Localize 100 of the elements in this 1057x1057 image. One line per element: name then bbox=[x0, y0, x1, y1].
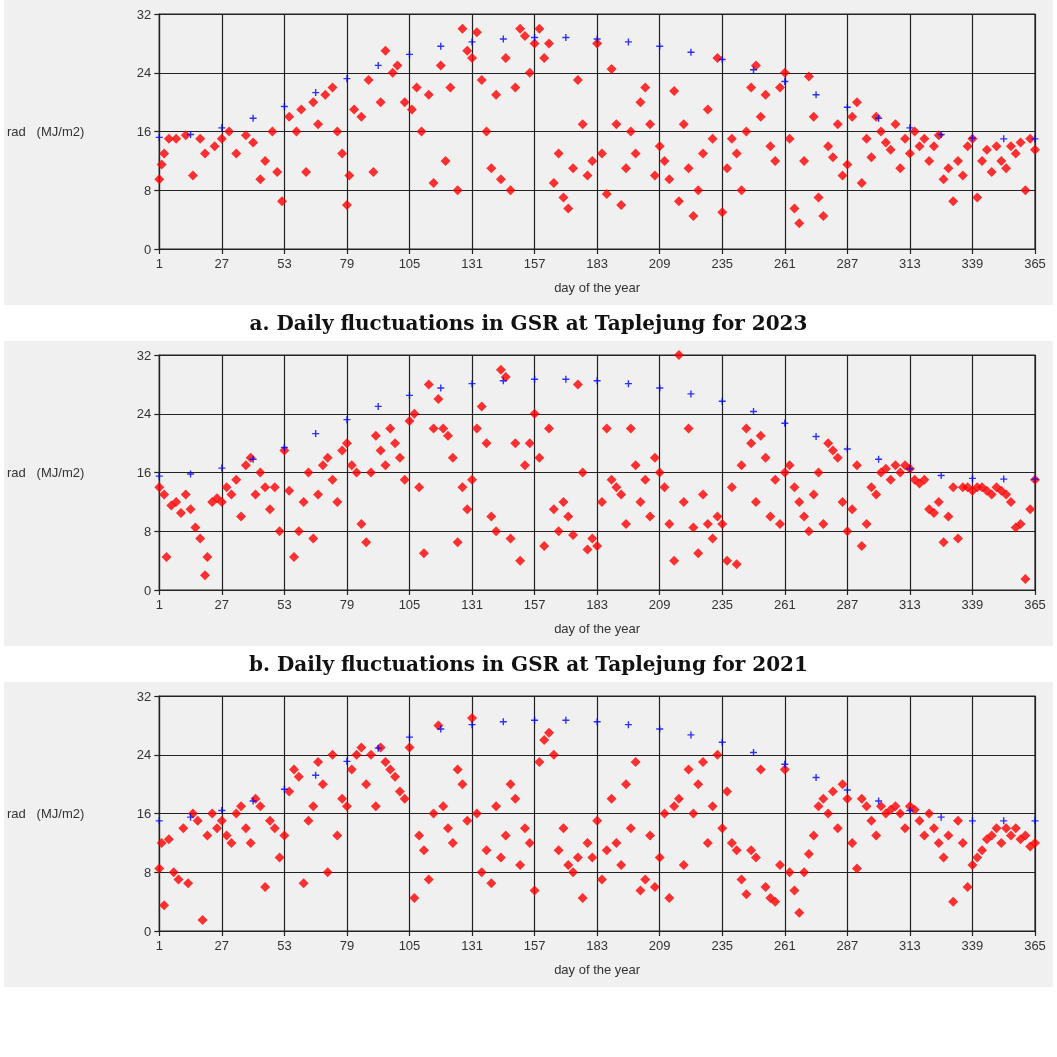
point bbox=[562, 716, 570, 724]
point bbox=[750, 66, 758, 74]
point bbox=[906, 807, 914, 815]
x-tick-label: 287 bbox=[836, 938, 859, 953]
x-tick-label: 365 bbox=[1024, 597, 1046, 612]
point bbox=[1000, 135, 1008, 143]
x-tick-label: 27 bbox=[214, 938, 230, 953]
x-tick-label: 235 bbox=[711, 938, 734, 953]
x-tick-label: 79 bbox=[339, 597, 355, 612]
x-axis-title: day of the year bbox=[554, 962, 641, 977]
point bbox=[1031, 135, 1039, 143]
x-tick-label: 313 bbox=[899, 597, 921, 612]
x-tick-label: 287 bbox=[836, 256, 859, 271]
y-tick-label: 24 bbox=[136, 406, 152, 422]
x-tick-label: 131 bbox=[461, 938, 483, 953]
x-tick-label: 53 bbox=[277, 597, 292, 612]
y-tick-label: 32 bbox=[136, 688, 152, 704]
point bbox=[405, 733, 413, 741]
point bbox=[624, 38, 632, 46]
x-tick-label: 27 bbox=[214, 256, 230, 271]
x-tick-label: 365 bbox=[1024, 938, 1046, 953]
x-tick-label: 105 bbox=[398, 597, 421, 612]
x-tick-label: 313 bbox=[899, 256, 921, 271]
point bbox=[843, 786, 851, 794]
y-tick-label: 0 bbox=[144, 582, 152, 598]
y-tick-label: 8 bbox=[144, 864, 152, 880]
point bbox=[249, 114, 257, 122]
x-tick-label: 79 bbox=[339, 938, 355, 953]
y-tick-label: 16 bbox=[136, 806, 152, 821]
point bbox=[937, 813, 945, 821]
x-tick-label: 261 bbox=[773, 597, 796, 612]
x-tick-label: 131 bbox=[461, 597, 483, 612]
x-tick-label: 157 bbox=[523, 256, 546, 271]
x-tick-label: 1 bbox=[155, 256, 163, 271]
point bbox=[906, 124, 914, 132]
point bbox=[249, 797, 257, 805]
point bbox=[1031, 817, 1039, 825]
x-tick-label: 261 bbox=[773, 938, 796, 953]
x-tick-label: 209 bbox=[648, 938, 671, 953]
point bbox=[937, 471, 945, 479]
y-tick-label: 8 bbox=[144, 523, 152, 539]
y-tick-label: 24 bbox=[136, 65, 152, 81]
point bbox=[343, 757, 351, 765]
point bbox=[218, 807, 226, 815]
point bbox=[468, 380, 476, 388]
x-tick-label: 157 bbox=[523, 597, 546, 612]
y-tick-label: 0 bbox=[144, 923, 152, 939]
point bbox=[687, 48, 695, 56]
x-tick-label: 131 bbox=[461, 256, 483, 271]
x-tick-label: 53 bbox=[277, 938, 292, 953]
y-tick-label: 24 bbox=[136, 747, 152, 763]
x-axis-title: day of the year bbox=[554, 280, 641, 295]
x-tick-label: 105 bbox=[398, 938, 421, 953]
point bbox=[155, 817, 163, 825]
point bbox=[968, 817, 976, 825]
x-tick-label: 261 bbox=[773, 256, 796, 271]
point bbox=[656, 384, 664, 392]
point bbox=[1000, 817, 1008, 825]
point bbox=[812, 774, 820, 782]
y-tick-label: 8 bbox=[144, 182, 152, 198]
point bbox=[343, 75, 351, 83]
y-tick-label: 32 bbox=[136, 347, 152, 363]
x-tick-label: 235 bbox=[711, 597, 734, 612]
x-tick-label: 287 bbox=[836, 597, 859, 612]
x-tick-label: 183 bbox=[586, 597, 608, 612]
point bbox=[562, 375, 570, 383]
y-tick-label: 16 bbox=[136, 465, 152, 480]
point bbox=[687, 390, 695, 398]
x-tick-label: 27 bbox=[214, 597, 230, 612]
x-tick-label: 209 bbox=[648, 256, 671, 271]
point bbox=[843, 445, 851, 453]
point bbox=[875, 797, 883, 805]
point bbox=[499, 35, 507, 43]
y-tick-label: 32 bbox=[136, 6, 152, 22]
x-tick-label: 157 bbox=[523, 938, 546, 953]
x-tick-label: 209 bbox=[648, 597, 671, 612]
x-axis-title: day of the year bbox=[554, 621, 641, 636]
point bbox=[562, 34, 570, 41]
point bbox=[593, 718, 601, 726]
point bbox=[687, 731, 695, 739]
point bbox=[187, 813, 195, 821]
y-tick-label: 0 bbox=[144, 241, 152, 257]
x-tick-label: 313 bbox=[899, 938, 921, 953]
point bbox=[812, 91, 820, 99]
x-tick-label: 235 bbox=[711, 256, 734, 271]
point bbox=[187, 470, 195, 478]
x-tick-label: 365 bbox=[1024, 256, 1046, 271]
x-tick-label: 183 bbox=[586, 938, 608, 953]
point bbox=[593, 377, 601, 385]
point bbox=[437, 384, 445, 392]
point bbox=[593, 35, 601, 43]
x-tick-label: 53 bbox=[277, 256, 292, 271]
point bbox=[374, 744, 382, 752]
point bbox=[218, 464, 226, 472]
x-tick-label: 1 bbox=[155, 597, 163, 612]
x-tick-label: 1 bbox=[155, 938, 163, 953]
y-axis-title: rad (MJ/m2) bbox=[6, 465, 85, 480]
x-tick-label: 339 bbox=[961, 938, 984, 953]
text: a. Daily fluctuations in GSR at Taplejung for 2023 bbox=[248, 310, 809, 337]
x-tick-label: 183 bbox=[586, 256, 608, 271]
